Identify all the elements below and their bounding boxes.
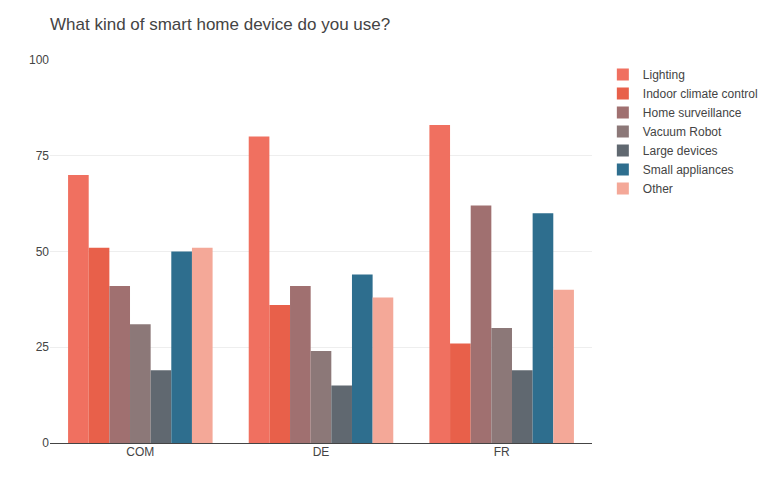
svg-text:0: 0 [42,436,49,450]
svg-text:Other: Other [643,182,673,196]
svg-text:25: 25 [36,340,50,354]
svg-text:Home surveillance: Home surveillance [643,106,742,120]
svg-text:Small appliances: Small appliances [643,163,734,177]
svg-text:Lighting: Lighting [643,68,685,82]
svg-text:Large devices: Large devices [643,144,718,158]
svg-text:100: 100 [29,53,49,67]
svg-text:50: 50 [36,245,50,259]
svg-text:Indoor climate control: Indoor climate control [643,87,758,101]
svg-text:75: 75 [36,149,50,163]
svg-text:Vacuum Robot: Vacuum Robot [643,125,722,139]
svg-text:COM: COM [126,445,154,459]
svg-text:What kind of smart home device: What kind of smart home device do you us… [50,15,390,34]
svg-text:FR: FR [494,445,510,459]
svg-text:DE: DE [313,445,330,459]
